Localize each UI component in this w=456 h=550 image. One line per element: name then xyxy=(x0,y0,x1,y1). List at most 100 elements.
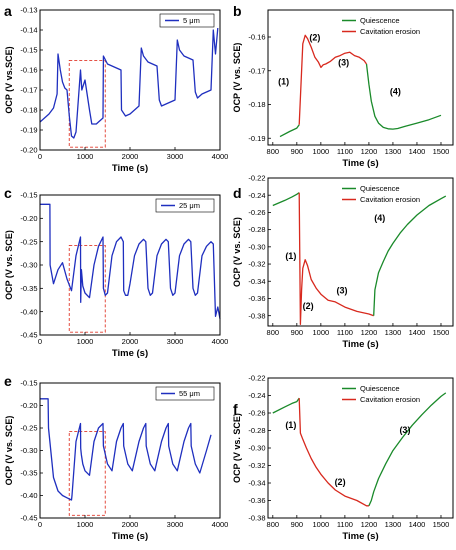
x-tick-label: 800 xyxy=(267,520,280,529)
panel-label: f xyxy=(233,401,238,417)
y-tick-label: -0.19 xyxy=(248,134,265,143)
y-tick-label: -0.45 xyxy=(20,331,37,340)
y-tick-label: -0.22 xyxy=(248,374,265,383)
panel-e: e 0 1000 2000 3000 4000 -0.45 -0.40 -0.35 -0.30 -0… xyxy=(4,373,228,542)
x-tick-label: 4000 xyxy=(212,337,229,346)
x-tick-label: 1000 xyxy=(77,152,94,161)
x-tick-label: 1000 xyxy=(313,328,330,337)
y-tick-label: -0.30 xyxy=(248,242,265,251)
y-tick-label: -0.19 xyxy=(20,126,37,135)
x-tick-label: 1300 xyxy=(385,147,402,156)
x-tick-label: 1200 xyxy=(361,520,378,529)
series-line-0 xyxy=(279,124,300,138)
x-tick-label: 1300 xyxy=(385,520,402,529)
series-line-0 xyxy=(272,397,300,414)
x-tick-label: 2000 xyxy=(122,152,139,161)
y-tick-label: -0.16 xyxy=(248,33,265,42)
x-tick-label: 1000 xyxy=(313,147,330,156)
y-tick-label: -0.36 xyxy=(248,294,265,303)
y-tick-label: -0.34 xyxy=(248,479,265,488)
y-tick-label: -0.18 xyxy=(248,100,265,109)
y-tick-label: -0.32 xyxy=(248,461,265,470)
x-tick-label: 1000 xyxy=(77,337,94,346)
panel-f: f 800 900 1000 1100 1200 1300 1400 1500 -0.38 -0.3… xyxy=(232,374,454,542)
x-tick-label: 900 xyxy=(291,328,304,337)
series-line-1 xyxy=(298,192,374,325)
stage-annotation: (4) xyxy=(374,213,385,223)
y-axis-label: OCP (V vs. SCE) xyxy=(4,230,14,300)
legend-label: 55 μm xyxy=(179,389,200,398)
y-tick-label: -0.16 xyxy=(20,66,37,75)
legend-label: Cavitation erosion xyxy=(360,27,420,36)
y-axis-label: OCP (V vs. SCE) xyxy=(232,217,242,287)
y-tick-label: -0.26 xyxy=(248,208,265,217)
series-line-1 xyxy=(298,398,369,507)
x-tick-label: 1400 xyxy=(409,520,426,529)
x-axis-label: Time (s) xyxy=(342,531,378,542)
y-tick-label: -0.22 xyxy=(248,174,265,183)
y-tick-label: -0.36 xyxy=(248,496,265,505)
legend-box xyxy=(159,13,215,28)
y-tick-label: -0.25 xyxy=(20,237,37,246)
x-tick-label: 1200 xyxy=(361,147,378,156)
y-axis-label: OCP (V vs.SCE) xyxy=(4,46,14,113)
series-line-0 xyxy=(40,398,212,501)
x-tick-label: 1100 xyxy=(337,328,353,337)
highlight-box xyxy=(68,431,106,516)
legend-box xyxy=(155,198,215,213)
panel-label: a xyxy=(4,3,12,19)
x-tick-label: 900 xyxy=(291,520,304,529)
y-tick-label: -0.30 xyxy=(248,444,265,453)
stage-annotation: (1) xyxy=(285,251,296,261)
series-line-0 xyxy=(40,203,221,319)
plot-frame xyxy=(39,194,221,336)
legend-label: Quiescence xyxy=(360,184,400,193)
x-tick-label: 1400 xyxy=(409,328,426,337)
series-line-0 xyxy=(39,27,219,139)
x-tick-label: 4000 xyxy=(212,152,229,161)
stage-annotation: (2) xyxy=(303,301,314,311)
stage-annotation: (1) xyxy=(278,76,289,86)
y-tick-label: -0.25 xyxy=(20,424,37,433)
stage-annotation: (3) xyxy=(337,285,348,295)
y-tick-label: -0.17 xyxy=(248,66,265,75)
plot-frame xyxy=(267,177,454,327)
series-line-2 xyxy=(365,63,442,130)
x-tick-label: 1500 xyxy=(433,328,450,337)
y-tick-label: -0.45 xyxy=(20,514,37,523)
stage-annotation: (3) xyxy=(338,58,349,68)
panel-label: c xyxy=(4,185,12,201)
x-axis-label: Time (s) xyxy=(342,158,378,169)
x-tick-label: 1500 xyxy=(433,147,450,156)
y-tick-label: -0.13 xyxy=(20,6,37,15)
y-axis-label: OCP (V vs. SCE) xyxy=(232,413,242,483)
y-tick-label: -0.30 xyxy=(20,446,37,455)
x-tick-label: 900 xyxy=(291,147,304,156)
panel-c: c 0 1000 2000 3000 4000 -0.45 -0.40 -0.35 -0.30 -0… xyxy=(4,185,228,359)
y-tick-label: -0.20 xyxy=(20,146,37,155)
x-tick-label: 1000 xyxy=(77,520,94,529)
legend-label: Cavitation erosion xyxy=(360,195,420,204)
x-tick-label: 1300 xyxy=(385,328,402,337)
x-tick-label: 1000 xyxy=(313,520,330,529)
y-tick-label: -0.30 xyxy=(20,261,37,270)
legend-label: Quiescence xyxy=(360,384,400,393)
panel-a: a 0 1000 2000 3000 4000 -0.20 -0.19 -0.18 -0.17 -0… xyxy=(4,3,228,174)
legend-box xyxy=(155,386,215,401)
x-tick-label: 3000 xyxy=(167,152,184,161)
x-tick-label: 0 xyxy=(38,520,42,529)
y-tick-label: -0.15 xyxy=(20,379,37,388)
legend-label: Quiescence xyxy=(360,16,400,25)
y-tick-label: -0.24 xyxy=(248,191,265,200)
series-line-0 xyxy=(272,192,300,207)
stage-annotation: (4) xyxy=(390,86,401,96)
x-tick-label: 800 xyxy=(267,328,280,337)
series-line-2 xyxy=(373,195,447,316)
panel-b: b 800 900 1000 1100 1200 1300 1400 1500 -0.19 -0.1… xyxy=(232,3,454,169)
x-tick-label: 0 xyxy=(38,337,42,346)
y-tick-label: -0.28 xyxy=(248,225,265,234)
y-tick-label: -0.14 xyxy=(20,26,37,35)
y-tick-label: -0.40 xyxy=(20,307,37,316)
stage-annotation: (2) xyxy=(335,477,346,487)
y-tick-label: -0.20 xyxy=(20,214,37,223)
